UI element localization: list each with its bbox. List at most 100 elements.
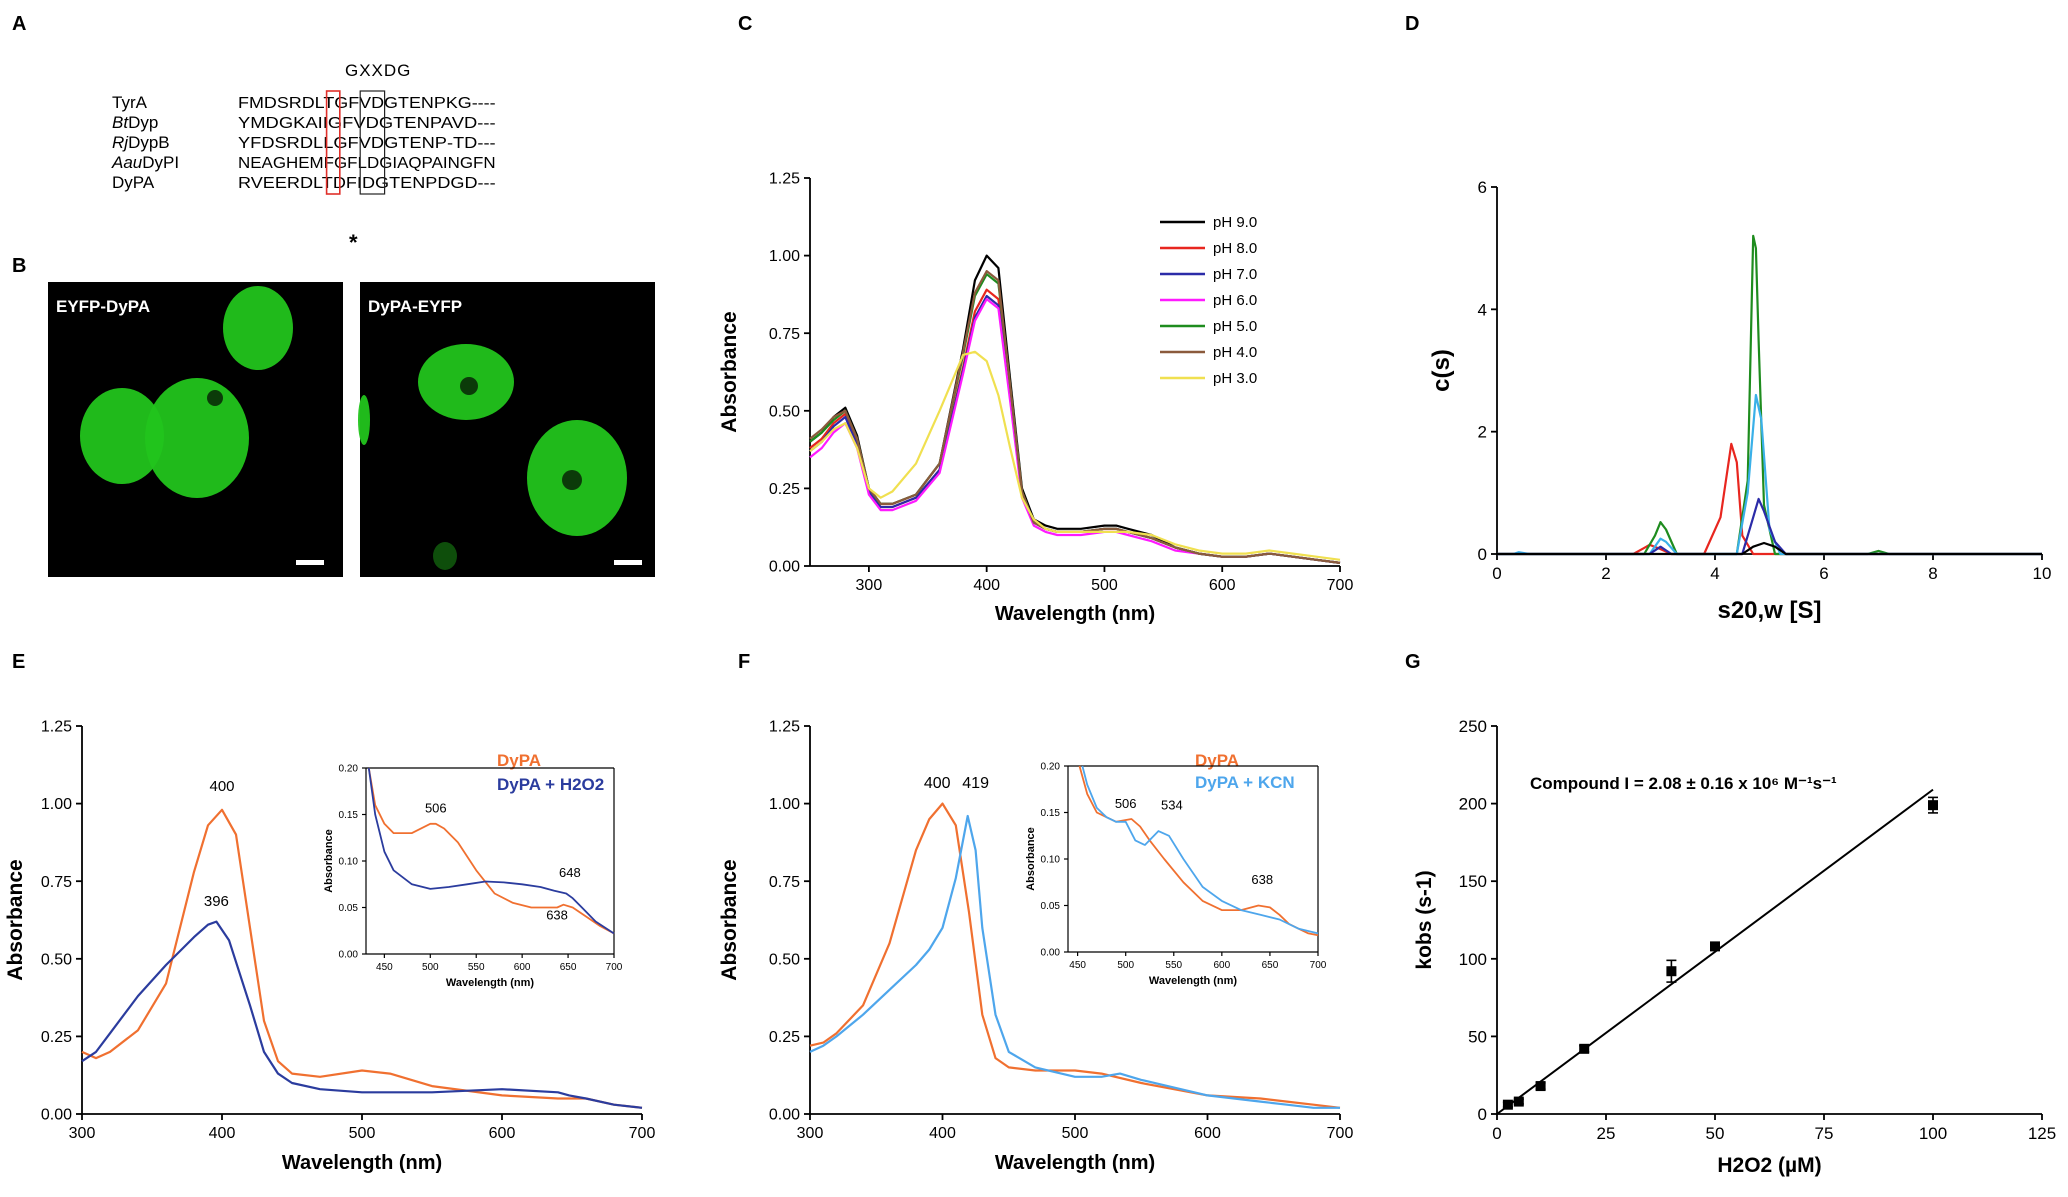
- x-tick-label: 400: [973, 577, 1000, 594]
- chart-d-sedimentation: 0 2 4 6 8 10 0 2 4 6 s20,w [S] c(s): [1428, 178, 2051, 624]
- x-tick-label: 8: [1928, 564, 1937, 583]
- y-axis-label: Absorbance: [718, 859, 741, 980]
- micrograph-right: [360, 282, 655, 577]
- x-tick-label: 400: [929, 1125, 956, 1142]
- y-tick-label: 1.25: [41, 719, 72, 736]
- x-tick-label: 600: [514, 962, 531, 973]
- legend-label: pH 8.0: [1213, 240, 1257, 257]
- data-point: [1535, 1081, 1546, 1092]
- micrograph-right-label: DyPA-EYFP: [368, 297, 462, 316]
- chart-g-kinetics: 0 25 50 75 100 125 0 50 100 150 200 250 H2O2 (µM) kob…: [1413, 717, 2056, 1177]
- alignment-row-name: DyPA: [112, 173, 155, 192]
- x-tick-label: 2: [1601, 564, 1610, 583]
- y-tick-label: 150: [1459, 872, 1487, 891]
- x-tick-label: 600: [1209, 577, 1236, 594]
- x-axis-label: H2O2 (µM): [1717, 1154, 1821, 1177]
- x-axis-label: s20,w [S]: [1717, 597, 1821, 624]
- inset-peak-label: 648: [559, 865, 581, 880]
- inset-peak-label: 534: [1161, 798, 1183, 813]
- alignment-row-name: RjDypB: [112, 133, 170, 152]
- inset-peak-label: 506: [425, 801, 447, 816]
- inset-y-axis-label: Absorbance: [323, 829, 335, 893]
- x-tick-label: 650: [1262, 960, 1279, 971]
- alignment-row-name-rest: Dyp: [128, 113, 158, 132]
- y-tick-label: 0.75: [41, 874, 72, 891]
- x-tick-label: 300: [856, 577, 883, 594]
- panel-label-c: C: [738, 13, 752, 35]
- data-point: [1710, 941, 1720, 952]
- series-line: [809, 270, 1341, 564]
- series-line: [809, 254, 1341, 564]
- inset-peak-label: 506: [1115, 796, 1137, 811]
- x-tick-label: 500: [1091, 577, 1118, 594]
- x-tick-label: 300: [797, 1125, 824, 1142]
- y-tick-label: 0.25: [769, 481, 800, 498]
- y-tick-label: 0.75: [769, 326, 800, 343]
- y-tick-label: 0.00: [41, 1107, 72, 1124]
- panel-label-e: E: [12, 651, 25, 673]
- series-line: [1497, 393, 2042, 556]
- chart-e-h2o2-spectra: 300 400 500 600 700 0.00 0.25 0.50 0.75 1.00 1.25 W…: [4, 719, 655, 1174]
- x-tick-label: 600: [1214, 960, 1231, 971]
- x-tick-label: 700: [1327, 1125, 1354, 1142]
- series-line: [1497, 442, 2042, 556]
- motif-highlight-black: [359, 90, 386, 195]
- alignment-sequence: NEAGHEMFGFLDGIAQPAINGFN: [238, 155, 496, 172]
- x-axis-label: Wavelength (nm): [995, 1152, 1155, 1174]
- x-tick-label: 0: [1492, 564, 1501, 583]
- y-tick-label: 0.05: [1041, 901, 1061, 912]
- y-axis-label: Absorbance: [4, 859, 27, 980]
- cell-nucleus: [433, 542, 457, 570]
- alignment-row-name-italic: Rj: [112, 133, 129, 152]
- x-tick-label: 550: [1165, 960, 1182, 971]
- nucleolus: [207, 390, 223, 406]
- y-tick-label: 1.00: [41, 796, 72, 813]
- x-tick-label: 700: [1327, 577, 1354, 594]
- chart-c-ph-spectra: 300 400 500 600 700 0.00 0.25 0.50 0.75 1.00 1.25 W…: [718, 171, 1353, 625]
- y-tick-label: 0: [1478, 545, 1487, 564]
- alignment-row-name: TyrA: [112, 93, 148, 112]
- cell-nucleus: [358, 395, 370, 445]
- legend-label: pH 5.0: [1213, 318, 1257, 335]
- x-tick-label: 500: [1117, 960, 1134, 971]
- y-tick-label: 0.15: [1041, 808, 1061, 819]
- x-axis-label: Wavelength (nm): [282, 1152, 442, 1174]
- y-tick-label: 0.20: [1041, 762, 1061, 773]
- series-line: [1497, 234, 2042, 556]
- alignment-row-name-italic: Bt: [112, 113, 129, 132]
- panel-label-b: B: [12, 255, 26, 277]
- peak-label: 396: [204, 893, 229, 910]
- data-point: [1513, 1096, 1524, 1107]
- legend-label: pH 7.0: [1213, 266, 1257, 283]
- y-tick-label: 250: [1459, 717, 1487, 736]
- alignment-row-name: BtDyp: [112, 113, 158, 132]
- y-axis-label: kobs (s-1): [1413, 870, 1436, 969]
- x-tick-label: 600: [489, 1125, 516, 1142]
- x-tick-label: 300: [69, 1125, 96, 1142]
- x-tick-label: 450: [376, 962, 393, 973]
- alignment-panel: GXXDG TyrA FMDSRDLTGFVDGTENPKG---- BtDyp YM…: [111, 61, 496, 255]
- y-tick-label: 2: [1478, 423, 1487, 442]
- x-tick-label: 700: [1310, 960, 1327, 971]
- peak-label: 400: [924, 775, 951, 792]
- series-line: [81, 920, 643, 1109]
- series-line: [809, 350, 1341, 561]
- series-line: [1497, 541, 2042, 556]
- x-tick-label: 700: [606, 962, 623, 973]
- series-line: [367, 767, 615, 935]
- series-line: [809, 288, 1341, 564]
- cell-nucleus: [80, 388, 164, 484]
- y-tick-label: 0.50: [41, 951, 72, 968]
- y-tick-label: 0.15: [339, 810, 359, 821]
- series-line: [1081, 765, 1319, 935]
- alignment-sequence: FMDSRDLTGFVDGTENPKG----: [238, 95, 496, 112]
- y-tick-label: 0.50: [769, 403, 800, 420]
- alignment-row-name-rest: DyPI: [142, 153, 179, 172]
- inset-x-axis-label: Wavelength (nm): [1149, 975, 1238, 987]
- motif-highlight-red: [325, 90, 341, 195]
- x-tick-label: 600: [1194, 1125, 1221, 1142]
- series-line: [809, 273, 1341, 564]
- legend-label: pH 3.0: [1213, 370, 1257, 387]
- x-tick-label: 500: [1062, 1125, 1089, 1142]
